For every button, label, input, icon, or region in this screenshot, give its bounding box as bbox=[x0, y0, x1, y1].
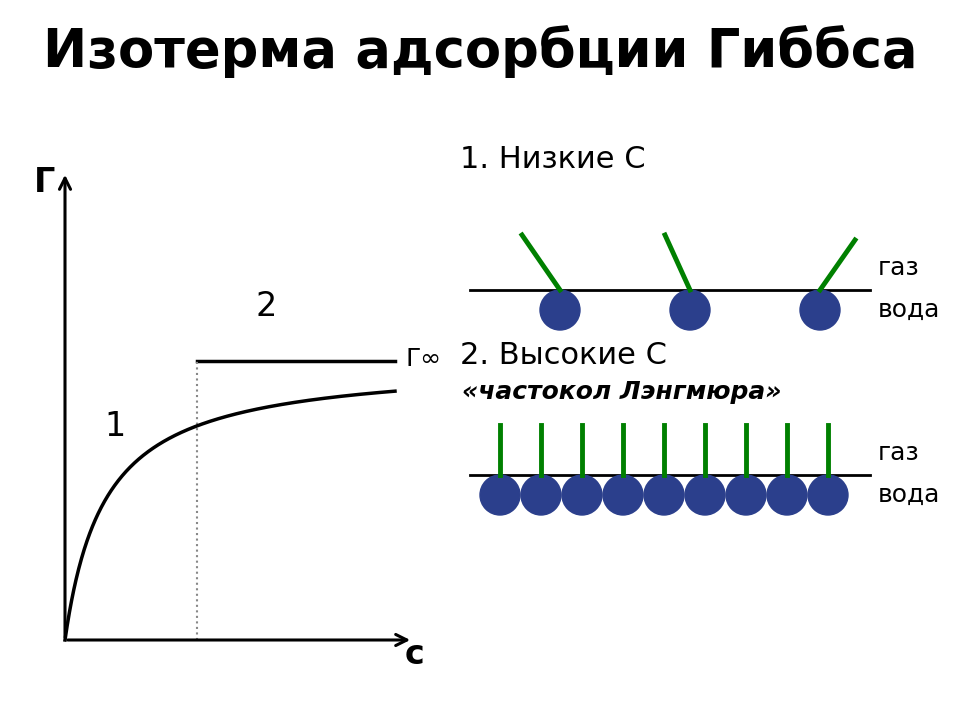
Circle shape bbox=[670, 290, 710, 330]
Text: 1. Низкие C: 1. Низкие C bbox=[460, 145, 646, 174]
Text: газ: газ bbox=[878, 256, 920, 280]
Circle shape bbox=[644, 475, 684, 515]
Text: вода: вода bbox=[878, 298, 941, 322]
Circle shape bbox=[808, 475, 848, 515]
Text: Г: Г bbox=[35, 166, 56, 199]
Text: Г∞: Г∞ bbox=[405, 347, 442, 371]
Text: 1: 1 bbox=[105, 410, 126, 443]
Circle shape bbox=[562, 475, 602, 515]
Text: 2. Высокие C: 2. Высокие C bbox=[460, 341, 667, 369]
Circle shape bbox=[685, 475, 725, 515]
Circle shape bbox=[521, 475, 561, 515]
Circle shape bbox=[540, 290, 580, 330]
Text: c: c bbox=[405, 637, 425, 670]
Text: Изотерма адсорбции Гиббса: Изотерма адсорбции Гиббса bbox=[43, 25, 917, 78]
Circle shape bbox=[480, 475, 520, 515]
Text: газ: газ bbox=[878, 441, 920, 465]
Text: 2: 2 bbox=[255, 289, 277, 323]
Text: «частокол Лэнгмюра»: «частокол Лэнгмюра» bbox=[462, 380, 781, 404]
Text: вода: вода bbox=[878, 483, 941, 507]
Circle shape bbox=[603, 475, 643, 515]
Circle shape bbox=[726, 475, 766, 515]
Circle shape bbox=[767, 475, 807, 515]
Circle shape bbox=[800, 290, 840, 330]
